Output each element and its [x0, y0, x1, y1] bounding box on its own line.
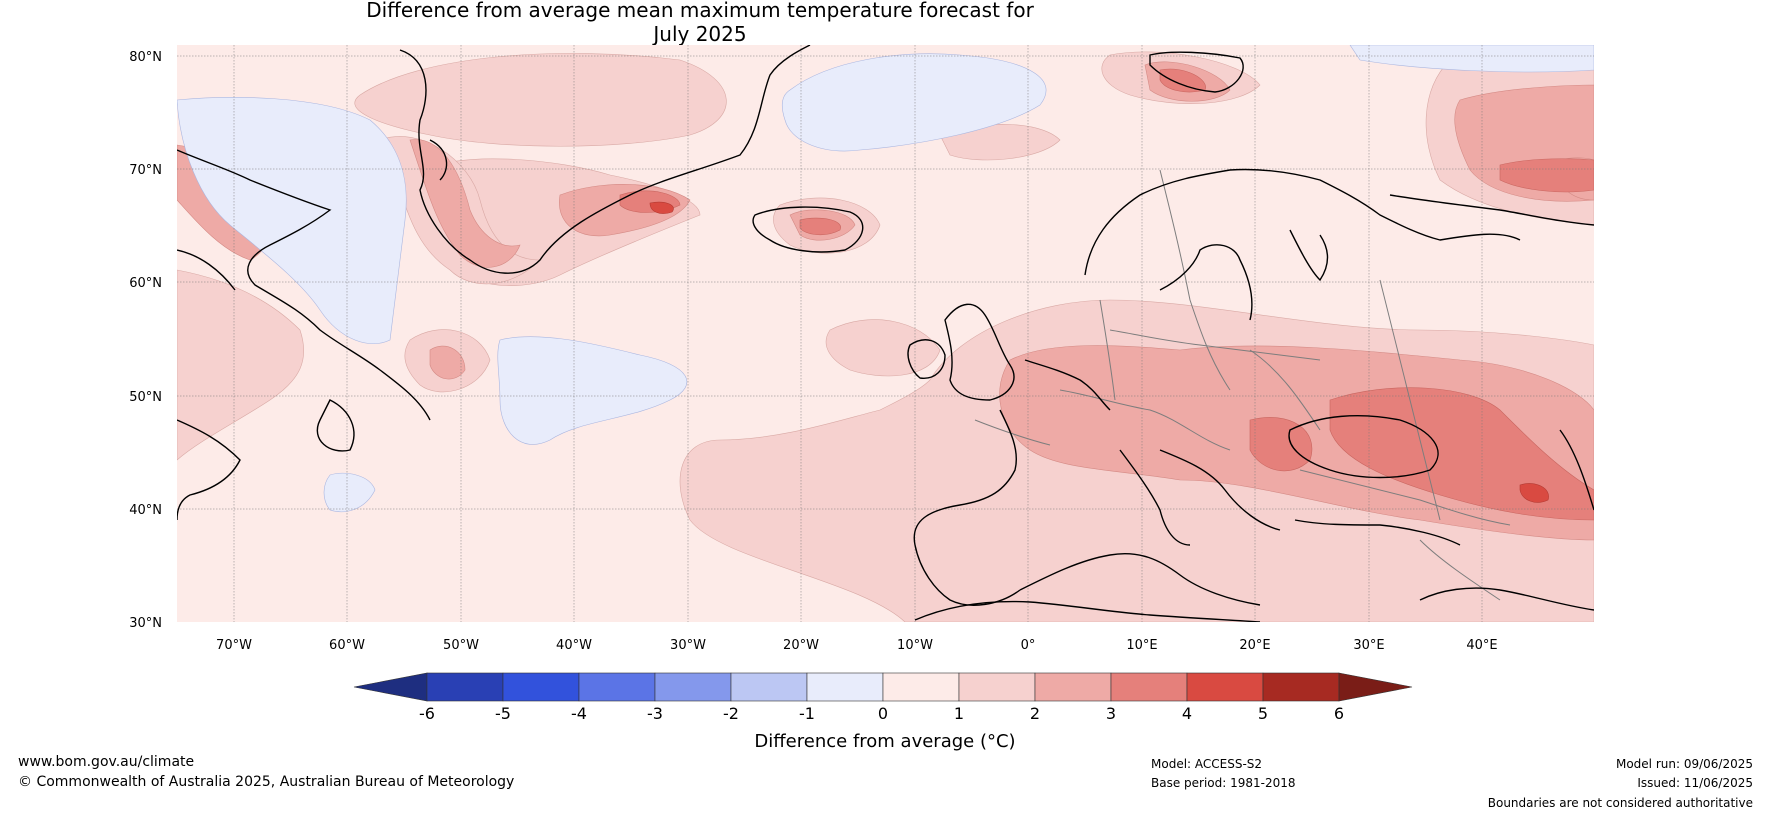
- colorbar-segment: [882, 672, 960, 702]
- lat-tick-label: 30°N: [129, 616, 162, 631]
- country-borders: [974, 169, 1511, 601]
- colorbar-tick-label: -6: [419, 704, 435, 723]
- lon-tick-label: 40°E: [1466, 638, 1497, 653]
- colorbar-segment: [806, 672, 884, 702]
- footer-copyright: © Commonwealth of Australia 2025, Austra…: [18, 774, 515, 790]
- colorbar-segment: [730, 672, 808, 702]
- colorbar-extension-low: [353, 672, 428, 702]
- lon-tick-label: 30°W: [670, 638, 706, 653]
- coastlines: [177, 45, 1594, 622]
- longitude-labels: 70°W 60°W 50°W 40°W 30°W 20°W 10°W 0° 10…: [216, 638, 1498, 653]
- lat-tick-label: 40°N: [129, 503, 162, 518]
- lon-tick-label: 70°W: [216, 638, 252, 653]
- lon-tick-label: 20°W: [783, 638, 819, 653]
- colorbar-segment: [502, 672, 580, 702]
- lat-tick-label: 60°N: [129, 276, 162, 291]
- footer-disclaimer: Boundaries are not considered authoritat…: [1487, 796, 1753, 810]
- colorbar: [353, 672, 1413, 702]
- lon-tick-label: 50°W: [443, 638, 479, 653]
- lon-tick-label: 60°W: [329, 638, 365, 653]
- lon-tick-label: 10°W: [897, 638, 933, 653]
- colorbar-tick-label: 4: [1182, 704, 1192, 723]
- colorbar-label: Difference from average (°C): [754, 731, 1015, 752]
- latitude-labels: 80°N 70°N 60°N 50°N 40°N 30°N: [129, 50, 162, 631]
- colorbar-tick-label: 0: [878, 704, 888, 723]
- colorbar-tick-label: 1: [954, 704, 964, 723]
- colorbar-segment: [654, 672, 732, 702]
- colorbar-tick-label: 2: [1030, 704, 1040, 723]
- colorbar-extension-high: [1338, 672, 1413, 702]
- colorbar-segment: [1034, 672, 1112, 702]
- colorbar-tick-label: 3: [1106, 704, 1116, 723]
- lon-tick-label: 40°W: [556, 638, 592, 653]
- colorbar-tick-label: -3: [647, 704, 663, 723]
- colorbar-tick-label: -4: [571, 704, 587, 723]
- footer-model-run: Model run: 09/06/2025: [1615, 757, 1753, 771]
- colorbar-segment: [426, 672, 504, 702]
- footer-issued: Issued: 11/06/2025: [1637, 776, 1753, 790]
- colorbar-tick-label: -5: [495, 704, 511, 723]
- footer-website: www.bom.gov.au/climate: [18, 754, 195, 770]
- lat-tick-label: 70°N: [129, 163, 162, 178]
- lon-tick-label: 0°: [1021, 638, 1036, 653]
- colorbar-segment: [1186, 672, 1264, 702]
- colorbar-segment: [1110, 672, 1188, 702]
- lon-tick-label: 30°E: [1353, 638, 1384, 653]
- colorbar-segment: [578, 672, 656, 702]
- footer-base-period: Base period: 1981-2018: [1151, 776, 1296, 790]
- lon-tick-label: 20°E: [1239, 638, 1270, 653]
- lat-tick-label: 50°N: [129, 390, 162, 405]
- lon-tick-label: 10°E: [1126, 638, 1157, 653]
- colorbar-tick-label: -1: [799, 704, 815, 723]
- map-area: [177, 45, 1594, 622]
- graticule: [177, 45, 1594, 622]
- colorbar-tick-label: 5: [1258, 704, 1268, 723]
- colorbar-tick-label: 6: [1334, 704, 1344, 723]
- colorbar-tick-labels: -6 -5 -4 -3 -2 -1 0 1 2 3 4 5 6: [419, 704, 1344, 723]
- lat-tick-label: 80°N: [129, 50, 162, 65]
- colorbar-segment: [1262, 672, 1340, 702]
- colorbar-tick-label: -2: [723, 704, 739, 723]
- chart-title: Difference from average mean maximum tem…: [366, 0, 1034, 46]
- footer-model: Model: ACCESS-S2: [1151, 757, 1263, 771]
- colorbar-segment: [958, 672, 1036, 702]
